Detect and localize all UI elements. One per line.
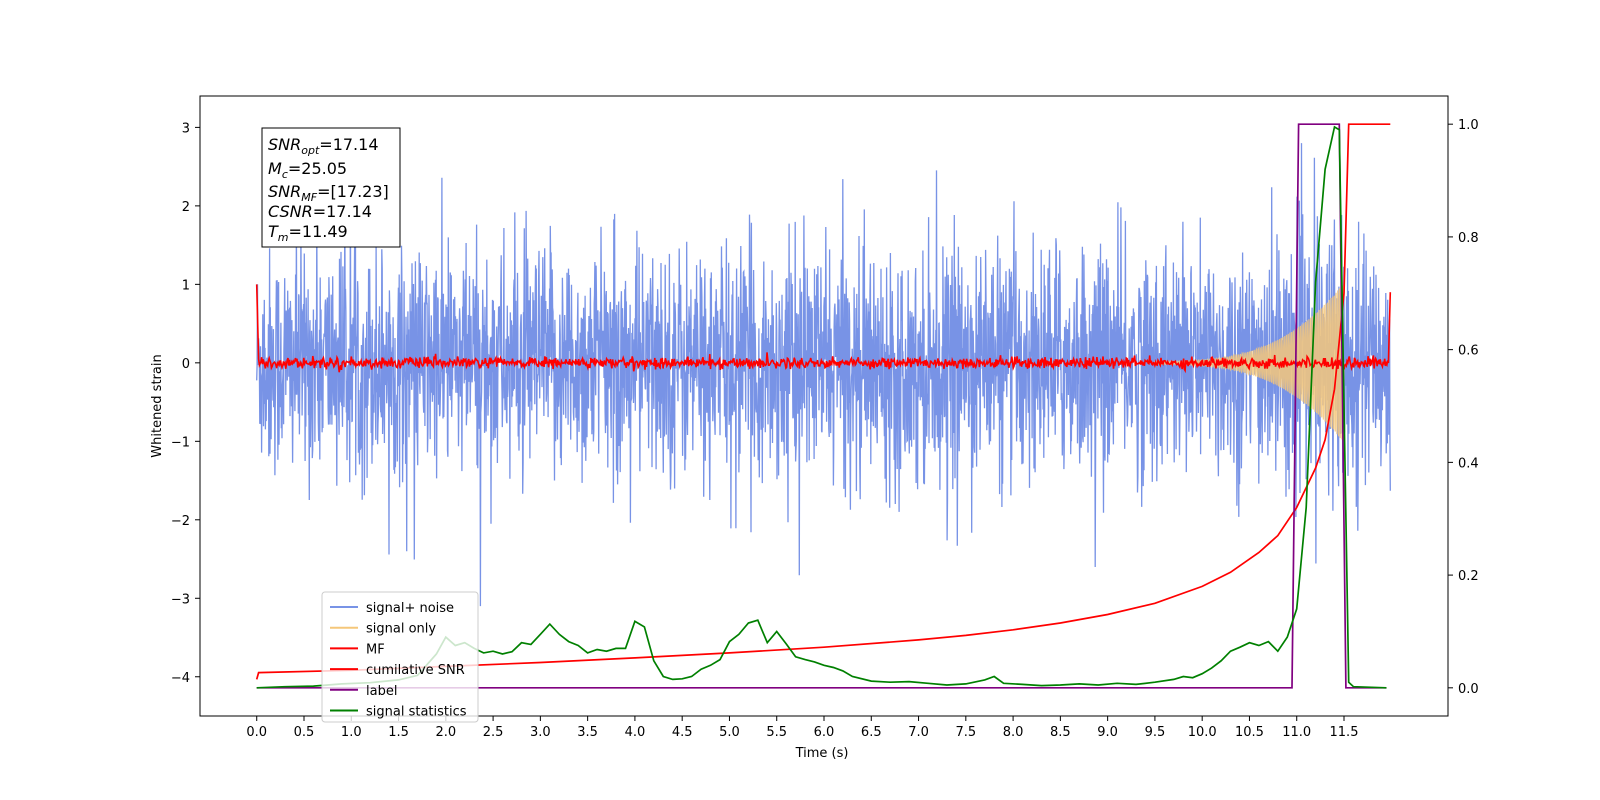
y-left-tick-label: 3 [182,121,190,136]
y-axis-title: Whitened strain [150,354,165,457]
y-right-tick-label: 0.6 [1458,344,1479,359]
x-tick-label: 1.5 [388,725,409,740]
x-tick-label: 0.0 [246,725,267,740]
x-tick-label: 1.0 [341,725,362,740]
y-left-tick-label: −2 [171,514,190,529]
annotation-tm: Tm=11.49 [268,222,348,244]
series-signal-noise [256,143,1391,607]
y-left-tick-label: 1 [182,278,190,293]
x-axis-title: Time (s) [795,746,849,761]
x-tick-label: 10.0 [1188,725,1217,740]
x-tick-label: 0.5 [294,725,315,740]
x-tick-label: 2.0 [435,725,456,740]
annotation-snr-mf: SNRMF=[17.23] [268,182,389,204]
legend-label: MF [366,642,385,657]
x-tick-label: 4.0 [625,725,646,740]
legend-label: cumilative SNR [366,663,465,678]
x-tick-label: 8.0 [1003,725,1024,740]
y-right-tick-label: 0.8 [1458,231,1479,246]
x-tick-label: 3.5 [577,725,598,740]
y-left-tick-label: −3 [171,592,190,607]
legend-label: label [366,684,397,699]
x-tick-label: 5.5 [766,725,787,740]
x-tick-label: 4.5 [672,725,693,740]
x-tick-label: 10.5 [1235,725,1264,740]
series-label [256,123,1387,689]
x-tick-label: 6.5 [861,725,882,740]
x-tick-label: 8.5 [1050,725,1071,740]
y-left-tick-label: −1 [171,435,190,450]
annotation-mc: Mc=25.05 [268,159,347,181]
x-tick-label: 6.0 [814,725,835,740]
y-right-tick-label: 0.0 [1458,682,1479,697]
series-signal-statistics [256,125,1387,689]
legend-label: signal statistics [366,705,467,720]
annotation-box: SNRopt=17.14 Mc=25.05 SNRMF=[17.23] CSNR… [261,127,401,248]
legend-label: signal+ noise [366,601,454,616]
y-left-tick-label: −4 [171,671,190,686]
x-tick-label: 7.5 [955,725,976,740]
x-tick-label: 9.5 [1145,725,1166,740]
annotation-snr-opt: SNRopt=17.14 [268,135,379,157]
x-tick-label: 3.0 [530,725,551,740]
y-right-tick-label: 1.0 [1458,118,1479,133]
x-tick-label: 11.0 [1282,725,1311,740]
series-mf [255,284,1392,374]
x-tick-label: 7.0 [908,725,929,740]
x-tick-label: 5.0 [719,725,740,740]
x-tick-label: 2.5 [483,725,504,740]
annotation-csnr: CSNR=17.14 [268,202,372,221]
legend-label: signal only [366,622,436,637]
y-left-tick-label: 2 [182,200,190,215]
x-tick-label: 9.0 [1097,725,1118,740]
y-right-tick-label: 0.4 [1458,456,1479,471]
y-right-tick-label: 0.2 [1458,569,1479,584]
series-cumulative-snr [255,123,1391,680]
x-tick-label: 11.5 [1330,725,1359,740]
y-left-tick-label: 0 [182,357,190,372]
legend: signal+ noise signal only MF cumilative SNR… [321,591,479,723]
